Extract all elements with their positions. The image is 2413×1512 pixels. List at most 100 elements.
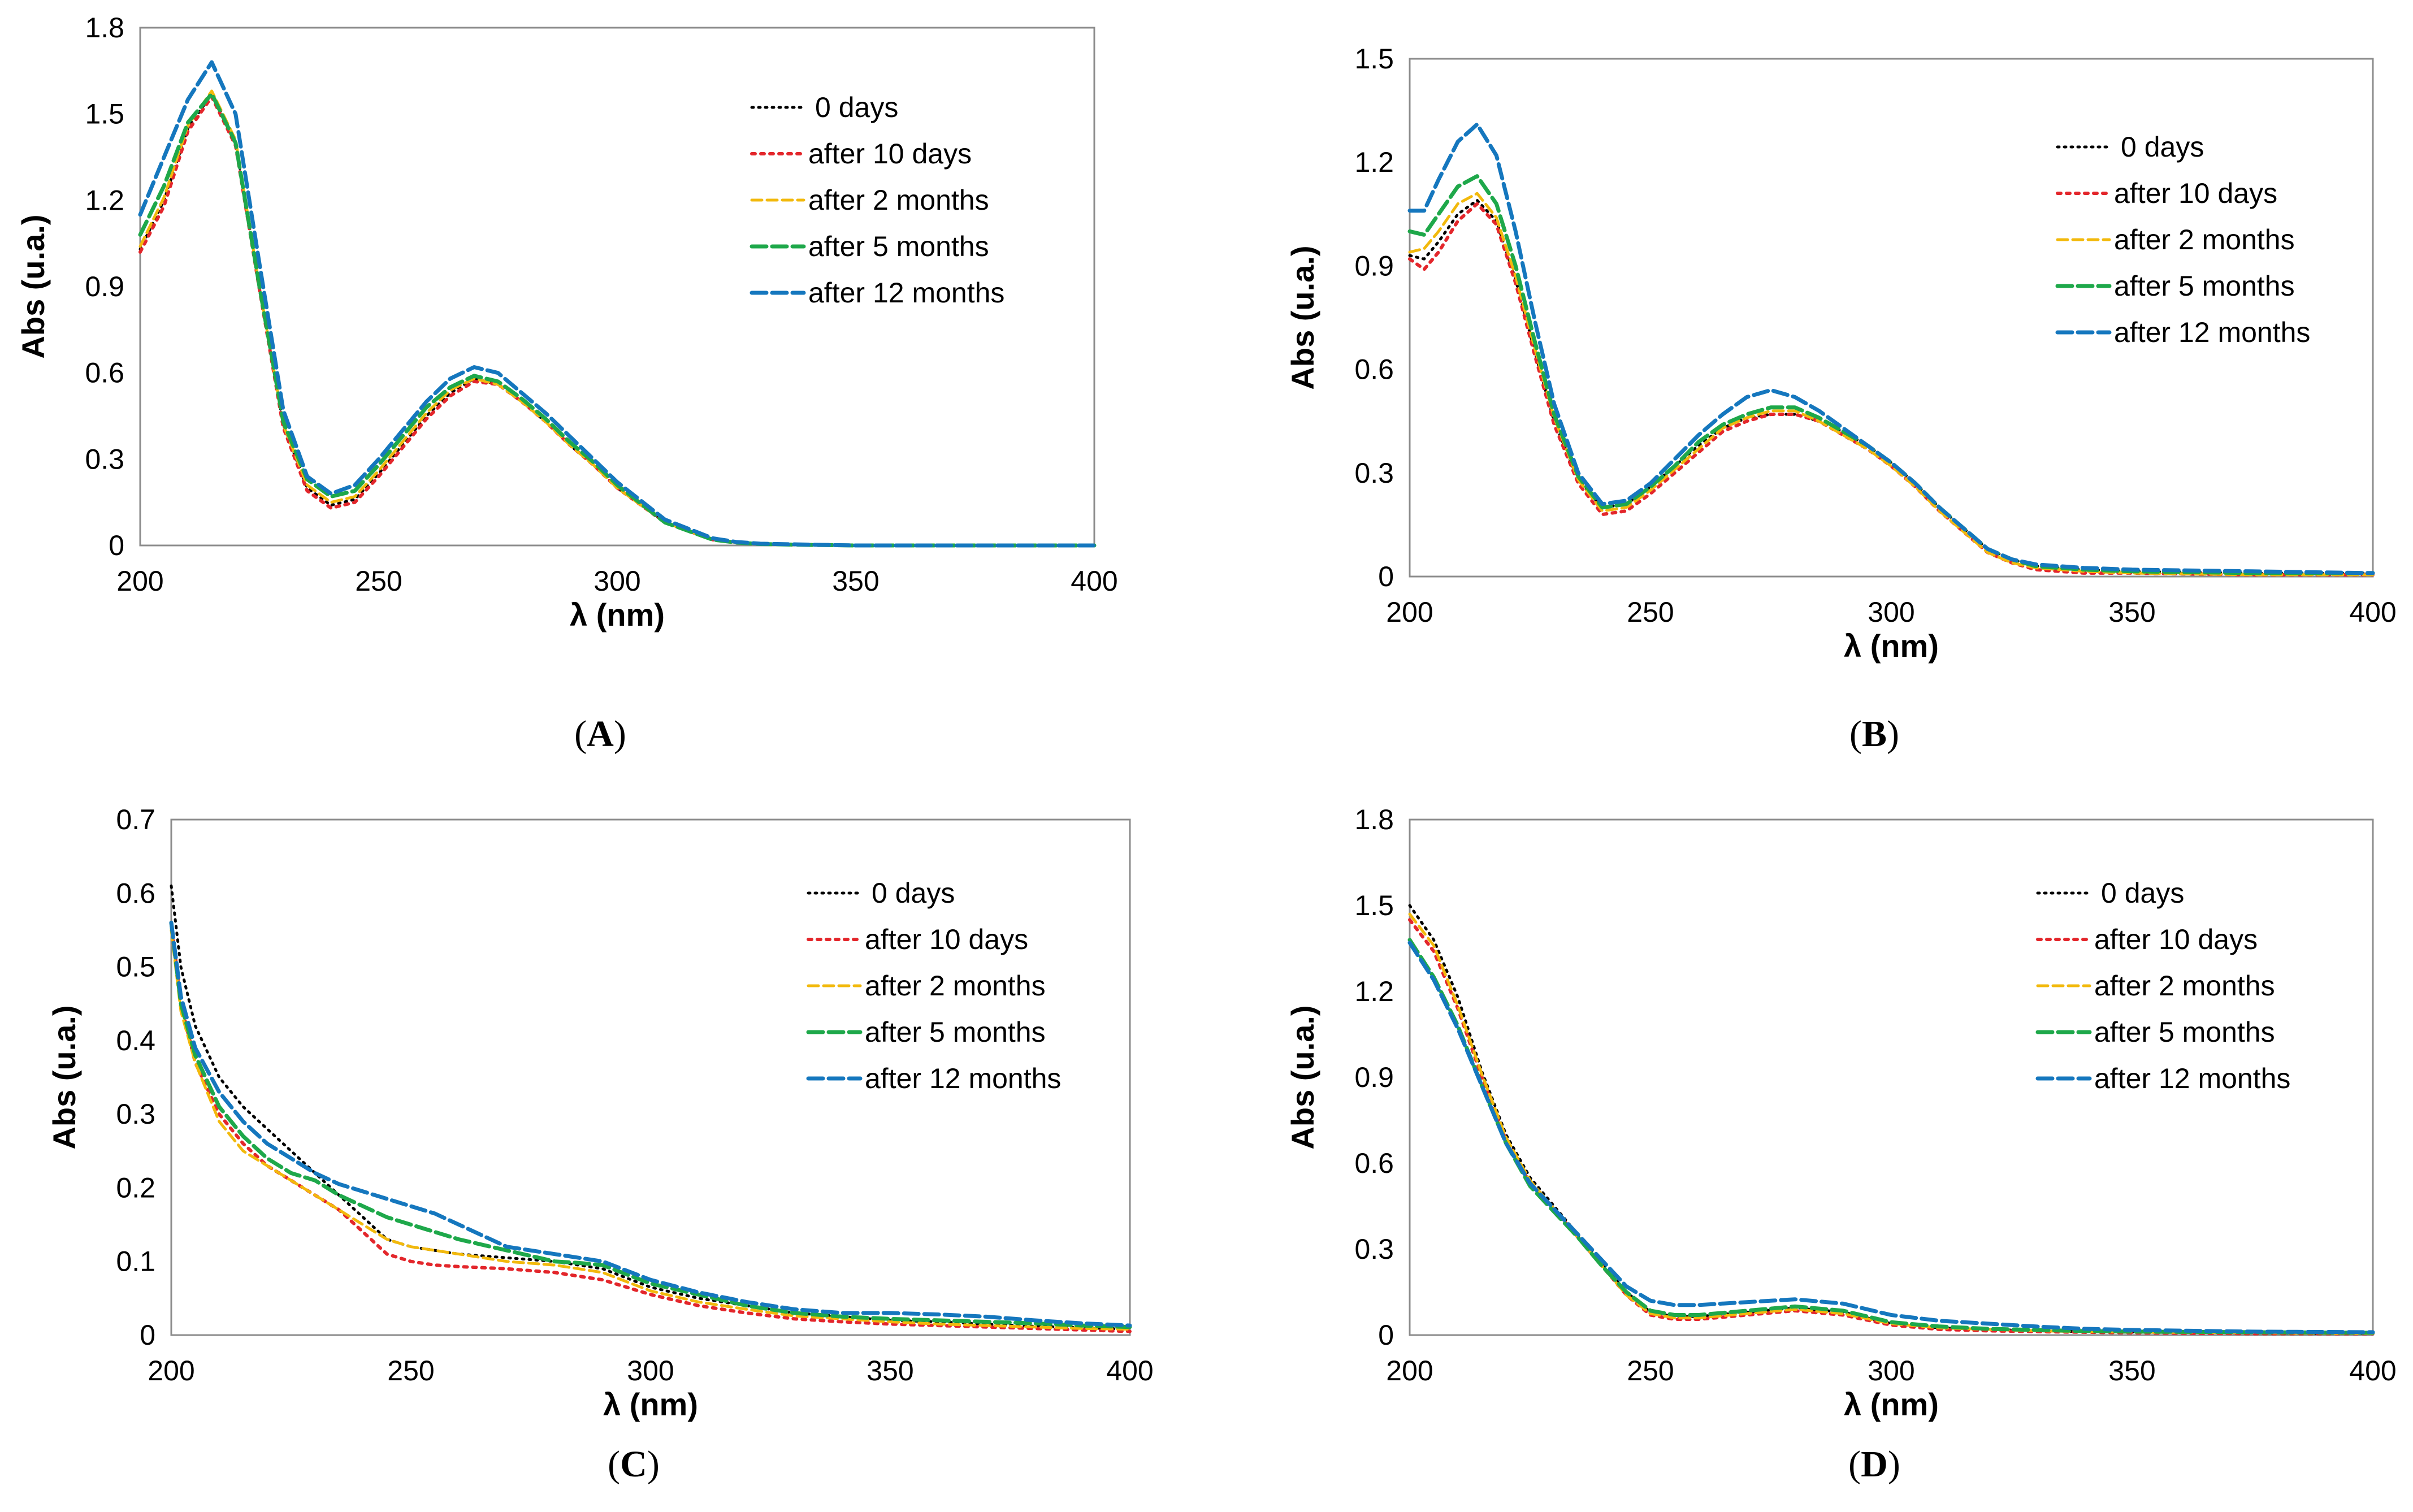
panel-c-legend-label: after 2 months <box>865 970 1046 1002</box>
panel-c-x-tick-label: 200 <box>148 1355 194 1387</box>
panel-c-label: (C) <box>608 1444 660 1485</box>
panel-a-y-tick-label: 0.9 <box>85 271 124 302</box>
panel-a-y-axis-title: Abs (u.a.) <box>15 214 51 358</box>
panel-c-y-tick-label: 0 <box>140 1319 155 1351</box>
panel-c-x-tick-label: 350 <box>867 1355 913 1387</box>
panel-b-series-line-3 <box>1408 192 2375 577</box>
panel-b-legend-label: after 12 months <box>2114 317 2310 348</box>
panel-a-y-tick-label: 0 <box>109 530 124 561</box>
panel-b-label-letter: B <box>1862 713 1887 755</box>
panel-b-x-tick-label: 250 <box>1627 596 1674 628</box>
panel-a-y-tick-label: 0.3 <box>85 443 124 475</box>
panel-a-legend-label: after 12 months <box>808 277 1004 309</box>
panel-c-series-line-2 <box>170 921 1132 1333</box>
panel-b-series-line-1 <box>1408 198 2375 575</box>
panel-d-y-tick-label: 1.5 <box>1354 890 1394 921</box>
panel-c-x-tick-label: 250 <box>387 1355 434 1387</box>
panel-c-y-tick-label: 0.1 <box>116 1246 155 1277</box>
panel-d-x-axis-title: λ (nm) <box>1844 1387 1939 1422</box>
panel-b-y-tick-label: 0 <box>1378 561 1394 592</box>
panel-c-y-tick-label: 0.6 <box>116 877 155 909</box>
panel-d-y-tick-label: 1.8 <box>1354 804 1394 835</box>
panel-a-y-tick-label: 0.6 <box>85 357 124 389</box>
panel-d-legend-label: after 2 months <box>2094 970 2275 1002</box>
panel-d-y-tick-label: 0.6 <box>1354 1147 1394 1179</box>
panel-d-legend-label: 0 days <box>2101 877 2184 909</box>
panel-a-label: (A) <box>574 713 626 755</box>
panel-c-plot-frame <box>170 818 1131 1336</box>
panel-b-y-tick-label: 0.9 <box>1354 250 1394 281</box>
panel-b-y-tick-label: 1.2 <box>1354 146 1394 178</box>
panel-b-legend-label: after 2 months <box>2114 224 2295 255</box>
panel-c-x-tick-label: 400 <box>1106 1355 1153 1387</box>
panel-a-legend-label: after 2 months <box>808 184 989 216</box>
panel-a-legend-label: after 10 days <box>808 138 972 170</box>
panel-b-legend-label: after 10 days <box>2114 177 2277 209</box>
panel-a-x-tick-label: 250 <box>355 565 402 597</box>
panel-b-legend-label: 0 days <box>2121 131 2204 163</box>
panel-d-y-tick-label: 0 <box>1378 1319 1394 1351</box>
panel-d-x-tick-label: 300 <box>1868 1355 1914 1387</box>
panel-c-legend-label: after 5 months <box>865 1016 1046 1048</box>
panel-b-x-tick-label: 200 <box>1386 596 1433 628</box>
panel-a-y-tick-label: 1.5 <box>85 98 124 130</box>
panel-d-x-tick-label: 250 <box>1627 1355 1674 1387</box>
panel-c-x-tick-label: 300 <box>627 1355 674 1387</box>
panel-c-legend-label: after 10 days <box>865 924 1028 955</box>
panel-a-plot-frame <box>139 27 1095 547</box>
panel-c-series-line-5 <box>169 920 1132 1328</box>
panel-d-x-tick-label: 400 <box>2349 1355 2396 1387</box>
panel-a-series-line-5 <box>138 60 1097 548</box>
panel-d-y-axis-title: Abs (u.a.) <box>1285 1005 1320 1149</box>
panel-b-series-line-2 <box>1408 202 2375 577</box>
panel-d-y-tick-label: 0.9 <box>1354 1062 1394 1093</box>
panel-c-y-tick-label: 0.3 <box>116 1098 155 1130</box>
panel-c-label-letter: C <box>620 1444 647 1485</box>
panel-d: 0 0.3 0.6 0.9 1.2 1.5 1.8 200 250 300 350 400 λ (nm)… <box>1285 804 2397 1485</box>
panel-b-x-axis-title: λ (nm) <box>1844 628 1939 664</box>
panel-b-plot-frame <box>1409 58 2374 578</box>
panel-d-x-tick-label: 200 <box>1386 1355 1433 1387</box>
panel-c-y-tick-label: 0.5 <box>116 951 155 983</box>
panel-a-x-tick-label: 200 <box>116 565 163 597</box>
panel-c-y-tick-label: 0.7 <box>116 804 155 835</box>
panel-b-legend-label: after 5 months <box>2114 270 2295 302</box>
panel-c-y-tick-label: 0.2 <box>116 1172 155 1203</box>
panel-b-x-tick-label: 350 <box>2108 596 2155 628</box>
panel-b-x-tick-label: 400 <box>2349 596 2396 628</box>
panel-c-legend-label: after 12 months <box>865 1063 1061 1094</box>
panel-d-legend-label: after 10 days <box>2094 924 2258 955</box>
panel-a-y-tick-label: 1.8 <box>85 12 124 44</box>
panel-c-y-tick-label: 0.4 <box>116 1025 155 1056</box>
panel-a-x-tick-label: 300 <box>593 565 640 597</box>
panel-c-series-line-1 <box>170 884 1132 1331</box>
panel-b-y-tick-label: 0.3 <box>1354 457 1394 489</box>
panel-d-label-letter: D <box>1861 1444 1888 1485</box>
panel-d-legend-label: after 5 months <box>2094 1016 2275 1048</box>
panel-d-x-tick-label: 350 <box>2108 1355 2155 1387</box>
panel-d-plot-frame <box>1409 818 2374 1336</box>
panel-d-series-line-5 <box>1407 941 2375 1335</box>
panel-b: 0 0.3 0.6 0.9 1.2 1.5 200 250 300 350 400 λ (nm) Abs… <box>1285 43 2397 755</box>
panel-a-x-axis-title: λ (nm) <box>570 597 665 632</box>
panel-a-legend-label: after 5 months <box>808 231 989 262</box>
panel-a-x-tick-label: 350 <box>832 565 879 597</box>
panel-a-legend-label: 0 days <box>815 92 898 123</box>
panel-c-x-axis-title: λ (nm) <box>603 1387 698 1422</box>
panel-b-y-axis-title: Abs (u.a.) <box>1285 245 1320 389</box>
panel-a: 0 0.3 0.6 0.9 1.2 1.5 1.8 200 250 300 350 400 λ (nm)… <box>15 12 1118 755</box>
panel-c-legend-label: 0 days <box>872 877 955 909</box>
panel-a-label-letter: A <box>587 713 614 755</box>
panel-a-x-tick-label: 400 <box>1071 565 1117 597</box>
panel-c-series-line-4 <box>169 920 1132 1329</box>
panel-b-y-tick-label: 0.6 <box>1354 354 1394 385</box>
panel-b-y-tick-label: 1.5 <box>1354 43 1394 75</box>
panel-b-x-tick-label: 300 <box>1868 596 1914 628</box>
panel-d-y-tick-label: 1.2 <box>1354 976 1394 1007</box>
panel-d-label: (D) <box>1848 1444 1900 1485</box>
panel-c: 0 0.1 0.2 0.3 0.4 0.5 0.6 0.7 200 250 300 350 400 λ (… <box>46 804 1154 1485</box>
panel-c-y-axis-title: Abs (u.a.) <box>46 1005 82 1149</box>
panel-c-series-line-3 <box>170 928 1132 1331</box>
panel-b-label: (B) <box>1849 713 1899 755</box>
